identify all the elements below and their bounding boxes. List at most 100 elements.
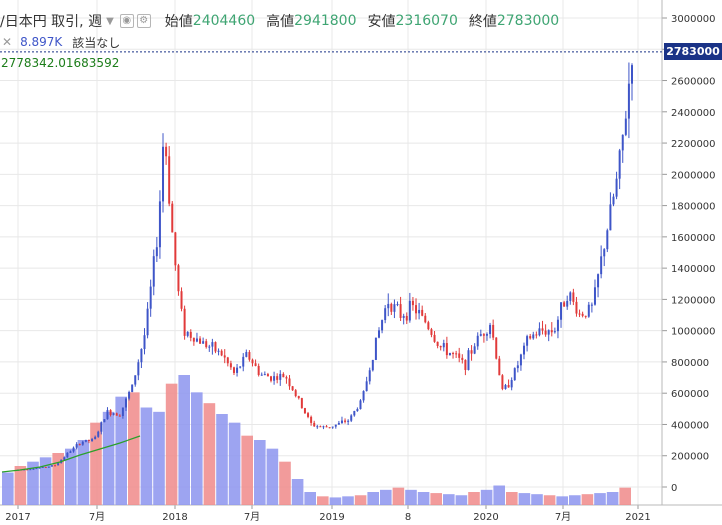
candle-body [331, 426, 334, 428]
volume-bar [531, 494, 543, 505]
volume-bar [480, 489, 493, 505]
candle-body [202, 341, 205, 344]
volume-bar [52, 453, 64, 505]
candle-body [566, 300, 569, 307]
candle-body [162, 146, 165, 202]
time-tick-label: 7月 [555, 511, 571, 523]
candle-body [473, 346, 476, 354]
candle-body [492, 324, 495, 338]
price-tick-label: 600000 [671, 389, 709, 400]
candle-body [415, 305, 418, 314]
candle-body [328, 427, 331, 429]
symbol-title[interactable]: /日本円 取引, 週 [0, 14, 103, 30]
candle-body [544, 330, 547, 335]
candle-body [291, 386, 294, 391]
candle-body [612, 196, 615, 205]
candle-body [411, 300, 414, 306]
volume-bar [543, 495, 556, 505]
candle-body [35, 468, 38, 470]
price-tick-label: 1400000 [671, 264, 716, 275]
candle-body [442, 343, 445, 348]
candle-body [195, 338, 198, 342]
candle-body [563, 302, 566, 307]
volume-bar [254, 440, 266, 505]
candle-body [322, 426, 325, 428]
candle-body [340, 420, 343, 423]
candle-body [128, 392, 131, 399]
candle-body [538, 328, 541, 336]
candle-body [63, 457, 66, 460]
close-icon[interactable]: ✕ [2, 35, 13, 49]
candle-body [470, 350, 473, 354]
candle-body [374, 337, 377, 360]
candle-body [510, 380, 513, 388]
volume-bar [581, 494, 594, 505]
candle-body [54, 465, 57, 467]
price-tick-label: 1800000 [671, 202, 716, 213]
candle-body [282, 373, 285, 378]
candle-body [199, 338, 202, 344]
candle-body [294, 390, 297, 397]
not-applicable-label: 該当なし [72, 35, 121, 50]
volume-bar [443, 494, 455, 505]
candle-body [418, 309, 421, 314]
chart-header: /日本円 取引, 週 ▼ ◉ ⚙ 始値 2404460 高値 2941800 安… [0, 10, 559, 32]
volume-bar [342, 496, 354, 505]
candle-body [137, 362, 140, 376]
candle-body [223, 355, 226, 358]
candle-body [436, 341, 439, 347]
candle-body [75, 444, 78, 448]
volume-bar [216, 414, 228, 505]
candle-body [458, 353, 461, 358]
price-tick-label: 200000 [671, 452, 709, 463]
eye-icon[interactable]: ◉ [119, 14, 134, 28]
moving-average-line [1, 435, 141, 473]
candle-body [192, 337, 195, 342]
candle-body [597, 274, 600, 288]
volume-bar [128, 392, 140, 505]
candle-body [285, 377, 288, 379]
candle-body [152, 256, 155, 287]
candle-body [424, 315, 427, 323]
candle-body [220, 350, 223, 356]
candle-body [29, 469, 32, 471]
time-tick-label: 7月 [89, 511, 105, 523]
candle-body [547, 330, 550, 335]
volume-bar [430, 493, 442, 505]
gear-icon[interactable]: ⚙ [136, 14, 151, 28]
candle-body [263, 374, 266, 376]
candle-body [627, 83, 630, 119]
candle-body [106, 410, 109, 420]
volume-bar [115, 396, 127, 505]
candle-body [254, 363, 257, 366]
candle-body [134, 375, 137, 385]
volume-bar [392, 487, 405, 505]
candle-body [103, 419, 106, 423]
candle-body [405, 315, 408, 321]
candle-body [242, 356, 245, 367]
candle-body [270, 376, 273, 381]
candle-body [325, 426, 328, 428]
candle-body [461, 357, 464, 360]
candle-body [609, 204, 612, 231]
candle-body [624, 118, 627, 135]
candle-body [131, 384, 134, 393]
candle-body [479, 334, 482, 336]
candle-body [578, 313, 581, 315]
candle-body [384, 308, 387, 321]
volume-bar [77, 440, 90, 505]
volume-bar [468, 492, 480, 505]
candle-body [140, 349, 143, 363]
candle-body [208, 346, 211, 348]
volume-bar [266, 448, 279, 505]
candle-body [572, 292, 575, 302]
caret-down-icon[interactable]: ▼ [106, 15, 114, 27]
candle-body [319, 426, 322, 428]
candle-body [232, 367, 235, 373]
candle-body [146, 308, 149, 336]
candle-body [467, 350, 470, 370]
candle-body [631, 65, 633, 84]
candle-body [245, 352, 248, 357]
volume-bar [102, 411, 115, 505]
